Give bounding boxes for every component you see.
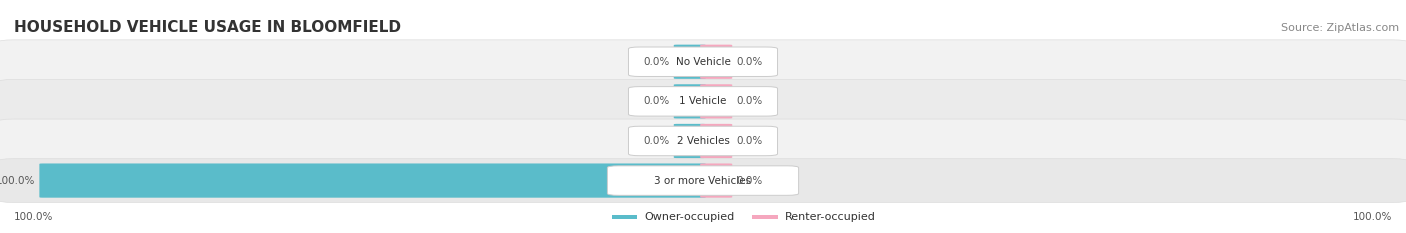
- FancyBboxPatch shape: [700, 84, 733, 118]
- Text: 0.0%: 0.0%: [737, 57, 762, 67]
- FancyBboxPatch shape: [0, 79, 1406, 123]
- FancyBboxPatch shape: [612, 215, 637, 219]
- Text: 2 Vehicles: 2 Vehicles: [676, 136, 730, 146]
- Text: 0.0%: 0.0%: [737, 176, 762, 185]
- FancyBboxPatch shape: [700, 45, 733, 79]
- FancyBboxPatch shape: [752, 215, 778, 219]
- Text: 0.0%: 0.0%: [644, 136, 669, 146]
- Text: 100.0%: 100.0%: [1353, 212, 1392, 222]
- FancyBboxPatch shape: [0, 119, 1406, 163]
- Text: 100.0%: 100.0%: [14, 212, 53, 222]
- FancyBboxPatch shape: [673, 84, 706, 118]
- FancyBboxPatch shape: [628, 47, 778, 76]
- FancyBboxPatch shape: [673, 45, 706, 79]
- FancyBboxPatch shape: [0, 40, 1406, 84]
- FancyBboxPatch shape: [39, 164, 706, 198]
- Text: 0.0%: 0.0%: [644, 96, 669, 106]
- Text: HOUSEHOLD VEHICLE USAGE IN BLOOMFIELD: HOUSEHOLD VEHICLE USAGE IN BLOOMFIELD: [14, 21, 401, 35]
- Text: No Vehicle: No Vehicle: [675, 57, 731, 67]
- Text: 1 Vehicle: 1 Vehicle: [679, 96, 727, 106]
- FancyBboxPatch shape: [673, 124, 706, 158]
- FancyBboxPatch shape: [628, 87, 778, 116]
- FancyBboxPatch shape: [700, 124, 733, 158]
- Text: Renter-occupied: Renter-occupied: [785, 212, 876, 222]
- FancyBboxPatch shape: [607, 166, 799, 195]
- Text: Source: ZipAtlas.com: Source: ZipAtlas.com: [1281, 23, 1399, 33]
- Text: 0.0%: 0.0%: [737, 136, 762, 146]
- Text: 0.0%: 0.0%: [644, 57, 669, 67]
- FancyBboxPatch shape: [0, 159, 1406, 202]
- Text: 3 or more Vehicles: 3 or more Vehicles: [654, 176, 752, 185]
- FancyBboxPatch shape: [628, 126, 778, 156]
- FancyBboxPatch shape: [700, 164, 733, 198]
- Text: 100.0%: 100.0%: [0, 176, 35, 185]
- Text: Owner-occupied: Owner-occupied: [644, 212, 734, 222]
- Text: 0.0%: 0.0%: [737, 96, 762, 106]
